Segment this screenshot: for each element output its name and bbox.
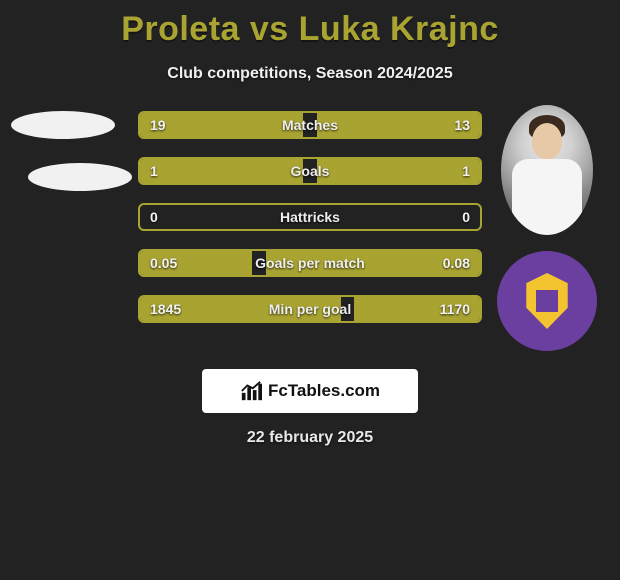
- castle-icon: [536, 290, 558, 312]
- stat-label: Min per goal: [140, 301, 480, 317]
- stat-rows: 19 Matches 13 1 Goals 1 0 Hattricks 0 0.…: [138, 111, 482, 341]
- left-club-placeholder: [28, 163, 132, 191]
- stat-right-value: 0.08: [443, 255, 470, 271]
- right-player-photo: [501, 105, 593, 235]
- fctables-branding[interactable]: FcTables.com: [202, 369, 418, 413]
- season-subtitle: Club competitions, Season 2024/2025: [0, 65, 620, 83]
- shield-icon: [524, 273, 570, 329]
- stat-row-goals: 1 Goals 1: [138, 157, 482, 185]
- right-player-column: [492, 111, 602, 351]
- stat-right-value: 0: [462, 209, 470, 225]
- stat-label: Matches: [140, 117, 480, 133]
- stat-row-hattricks: 0 Hattricks 0: [138, 203, 482, 231]
- branding-text: FcTables.com: [268, 381, 380, 401]
- stat-row-goals-per-match: 0.05 Goals per match 0.08: [138, 249, 482, 277]
- left-player-placeholder-1: [11, 111, 115, 139]
- left-player-column: [8, 111, 118, 215]
- stat-right-value: 1: [462, 163, 470, 179]
- stat-row-matches: 19 Matches 13: [138, 111, 482, 139]
- right-club-badge: [497, 251, 597, 351]
- bar-chart-icon: [240, 380, 262, 402]
- stat-label: Goals: [140, 163, 480, 179]
- stat-row-min-per-goal: 1845 Min per goal 1170: [138, 295, 482, 323]
- stat-right-value: 13: [454, 117, 470, 133]
- snapshot-date: 22 february 2025: [0, 429, 620, 447]
- comparison-panel: 19 Matches 13 1 Goals 1 0 Hattricks 0 0.…: [0, 111, 620, 361]
- stat-label: Hattricks: [140, 209, 480, 225]
- page-title: Proleta vs Luka Krajnc: [0, 0, 620, 49]
- stat-label: Goals per match: [140, 255, 480, 271]
- stat-right-value: 1170: [440, 301, 470, 317]
